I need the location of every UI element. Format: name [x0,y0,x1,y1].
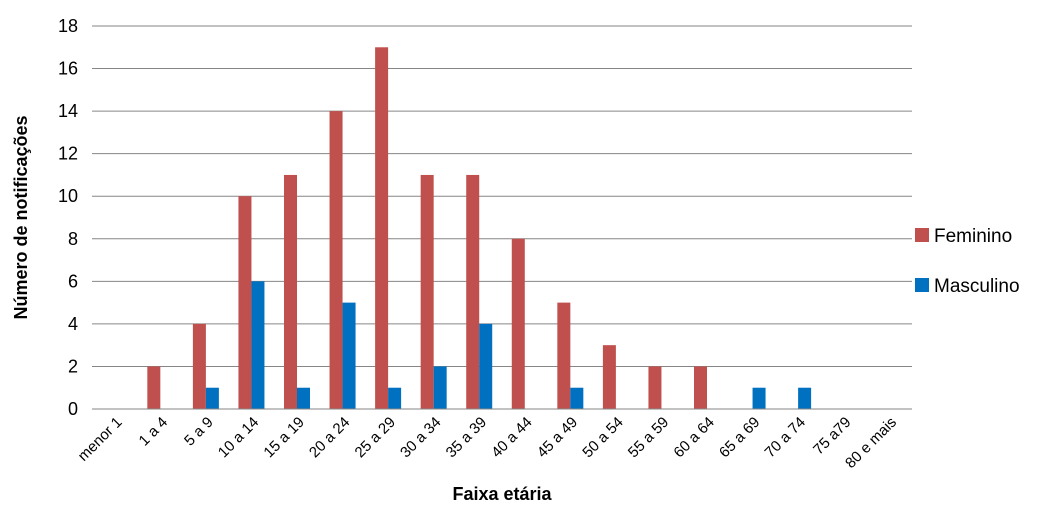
y-tick-label: 14 [58,101,78,121]
legend: Feminino Masculino [915,226,1020,297]
bar-masculino [479,323,493,409]
bar-masculino [570,387,584,409]
bars [147,47,812,410]
bar-feminino [648,366,662,409]
y-tick-label: 12 [58,144,78,164]
x-tick-label: 65 a 69 [716,414,763,461]
y-tick-label: 0 [68,399,78,419]
bar-masculino [297,387,310,409]
y-tick-label: 6 [68,271,78,291]
bar-masculino [752,387,766,409]
x-tick-label: 20 a 24 [306,414,353,461]
y-tick-label: 8 [68,229,78,249]
bar-masculino [342,302,356,409]
bar-feminino [420,174,434,409]
bar-feminino [511,238,525,409]
x-tick-label: 30 a 34 [397,414,444,461]
bar-feminino [147,366,161,409]
bar-feminino [557,302,571,409]
x-tick-label: 40 a 44 [488,414,535,461]
bar-feminino [192,323,206,409]
x-tick-label: 5 a 9 [181,414,217,450]
bar-feminino [602,345,616,409]
grid-lines [92,25,912,367]
bar-feminino [238,196,252,409]
bar-feminino [466,174,480,409]
x-tick-label: 50 a 54 [579,414,626,461]
legend-swatch-feminino [915,228,929,242]
y-tick-label: 16 [58,59,78,79]
bar-masculino [205,387,219,409]
legend-swatch-masculino [915,278,929,292]
bar-feminino [284,174,297,409]
x-tick-label: 60 a 64 [670,414,717,461]
x-tick-label: 10 a 14 [215,414,262,461]
x-tick-label: 1 a 4 [136,414,172,450]
bar-masculino [433,366,447,409]
legend-label-feminino: Feminino [934,226,1012,247]
x-tick-label: 75 a79 [810,414,854,458]
x-tick-label: 15 a 19 [260,414,307,461]
bar-masculino [798,387,812,409]
bar-feminino [329,111,343,409]
x-tick-label: 35 a 39 [443,414,490,461]
bar-feminino [375,47,389,410]
y-tick-label: 4 [68,314,78,334]
bar-masculino [388,387,402,409]
x-tick-label: 45 a 49 [534,414,581,461]
x-tick-label: 70 a 74 [762,414,809,461]
y-tick-label: 18 [58,16,78,36]
bar-feminino [694,366,707,409]
y-axis-title: Número de notificações [11,115,31,319]
y-tick-labels: 0 2 4 6 8 10 12 14 16 18 [58,16,78,419]
bar-masculino [251,281,265,409]
x-tick-label: 25 a 29 [352,414,399,461]
legend-label-masculino: Masculino [934,276,1020,297]
y-tick-label: 2 [68,356,78,376]
x-tick-label: menor 1 [75,414,126,465]
x-axis-title: Faixa etária [452,484,552,504]
y-tick-label: 10 [58,186,78,206]
x-tick-label: 55 a 59 [625,414,672,461]
